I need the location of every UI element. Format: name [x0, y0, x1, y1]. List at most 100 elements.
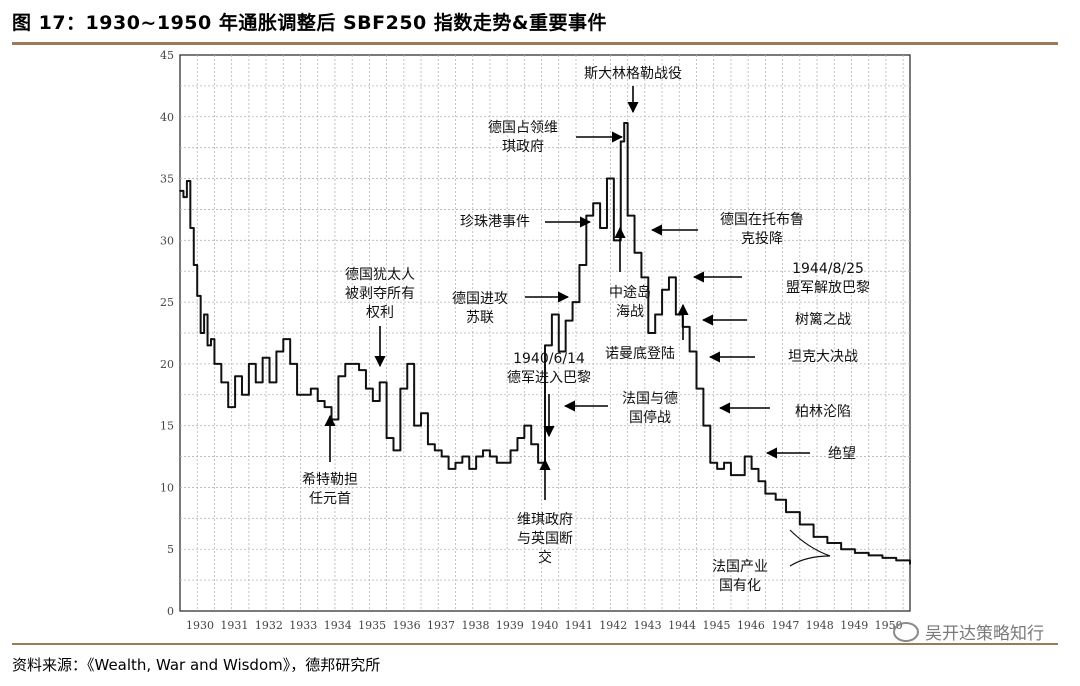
- data-point: [881, 556, 884, 559]
- watermark: 吴开达策略知行: [893, 619, 1044, 644]
- annotation-label: 1944/8/25: [792, 261, 864, 277]
- annotation-label: 诺曼底登陆: [605, 346, 675, 362]
- annotation-label: 苏联: [466, 310, 494, 326]
- annotation-bracket: [789, 529, 831, 567]
- data-point: [440, 455, 443, 458]
- data-point: [323, 406, 326, 409]
- data-point: [351, 362, 354, 365]
- data-point: [309, 387, 312, 390]
- x-tick-label: 1932: [255, 619, 283, 632]
- data-point: [378, 381, 381, 384]
- data-point: [365, 387, 367, 390]
- data-point: [199, 332, 202, 334]
- data-point: [606, 177, 608, 180]
- annotation-label: 斯大林格勒战役: [584, 66, 682, 82]
- data-point: [413, 424, 416, 427]
- annotation-label: 绝望: [828, 446, 856, 462]
- annotation-label: 德国犹太人: [345, 267, 415, 283]
- x-tick-label: 1945: [703, 619, 731, 632]
- data-point: [344, 362, 347, 365]
- x-tick-label: 1941: [565, 619, 593, 632]
- data-point: [743, 455, 746, 458]
- data-point: [757, 480, 760, 483]
- data-point: [227, 406, 230, 409]
- wechat-icon: [893, 621, 919, 642]
- annotation-label: 树篱之战: [795, 312, 851, 328]
- x-tick-label: 1934: [324, 619, 352, 632]
- data-point: [688, 350, 691, 353]
- data-point: [668, 276, 670, 279]
- annotation-label: 珍珠港事件: [460, 214, 530, 230]
- y-tick-label: 40: [160, 111, 174, 124]
- data-point: [489, 455, 491, 458]
- y-tick-label: 35: [160, 173, 174, 186]
- data-point: [599, 227, 601, 229]
- x-tick-label: 1943: [634, 619, 662, 632]
- data-point: [213, 362, 216, 365]
- data-point: [447, 468, 450, 470]
- annotation-label: 德军进入巴黎: [507, 370, 591, 386]
- annotation-label: 中途岛: [609, 284, 651, 301]
- data-point: [544, 344, 546, 347]
- data-point: [392, 449, 395, 452]
- data-point: [316, 400, 319, 402]
- data-point: [592, 202, 595, 205]
- annotation-label: 国有化: [719, 578, 761, 594]
- x-tick-label: 1936: [393, 619, 421, 632]
- data-point: [206, 344, 209, 347]
- data-point: [750, 468, 753, 470]
- data-point: [585, 214, 588, 217]
- x-tick-label: 1933: [289, 619, 317, 632]
- data-point: [840, 548, 843, 551]
- data-point: [282, 338, 285, 341]
- data-point: [736, 474, 739, 476]
- data-point: [185, 180, 188, 182]
- data-point: [203, 313, 206, 316]
- annotation-label: 法国产业: [712, 559, 768, 575]
- data-point: [296, 393, 298, 396]
- watermark-text: 吴开达策略知行: [925, 624, 1044, 644]
- data-point: [516, 437, 519, 439]
- data-point: [210, 338, 212, 341]
- y-tick-label: 10: [160, 481, 174, 494]
- annotation-label: 盟军解放巴黎: [786, 280, 870, 296]
- figure-title: 图 17：1930~1950 年通胀调整后 SBF250 指数走势&重要事件: [12, 12, 607, 34]
- data-point: [289, 362, 292, 365]
- data-point: [337, 375, 340, 378]
- data-point: [433, 449, 436, 452]
- data-point: [867, 554, 870, 557]
- source-divider: [12, 643, 1058, 645]
- data-point: [695, 387, 698, 390]
- data-point: [303, 393, 305, 396]
- data-point: [812, 535, 815, 538]
- data-point: [482, 449, 484, 452]
- y-tick-label: 30: [160, 234, 174, 247]
- data-point: [495, 461, 498, 464]
- x-tick-label: 1940: [530, 619, 558, 632]
- data-point: [774, 498, 777, 501]
- x-tick-label: 1942: [599, 619, 627, 632]
- y-tick-label: 20: [160, 358, 174, 371]
- x-tick-label: 1938: [461, 619, 489, 632]
- data-point: [798, 523, 801, 526]
- data-point: [358, 369, 360, 371]
- x-tick-label: 1949: [840, 619, 868, 632]
- annotation-label: 德国进攻: [452, 291, 508, 307]
- data-point: [468, 468, 471, 470]
- y-tick-label: 15: [160, 420, 174, 433]
- annotation-label: 柏林沦陷: [795, 404, 851, 420]
- data-point: [623, 122, 626, 124]
- data-point: [571, 301, 574, 304]
- x-tick-label: 1931: [220, 619, 248, 632]
- data-point: [674, 313, 677, 316]
- x-tick-label: 1930: [186, 619, 214, 632]
- data-point: [241, 393, 243, 396]
- x-tick-label: 1944: [668, 619, 696, 632]
- annotation-label: 交: [538, 549, 552, 566]
- x-tick-label: 1946: [737, 619, 765, 632]
- annotation-label: 海战: [616, 304, 644, 320]
- x-tick-label: 1937: [427, 619, 455, 632]
- data-point: [785, 511, 787, 514]
- source-note: 资料来源：《Wealth, War and Wisdom》，德邦研究所: [12, 656, 381, 674]
